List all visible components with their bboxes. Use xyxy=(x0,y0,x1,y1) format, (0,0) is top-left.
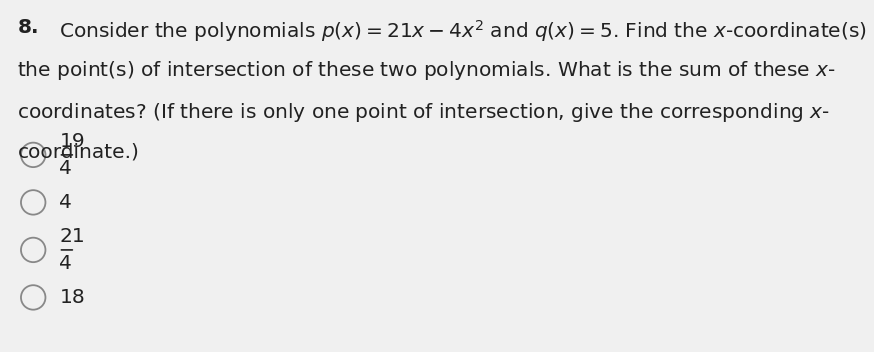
Text: 18: 18 xyxy=(59,288,85,307)
Text: 21: 21 xyxy=(59,227,85,246)
Text: coordinates? (If there is only one point of intersection, give the corresponding: coordinates? (If there is only one point… xyxy=(17,101,830,124)
Text: 4: 4 xyxy=(59,159,73,178)
Text: 8.: 8. xyxy=(17,18,39,37)
Text: 4: 4 xyxy=(59,254,73,273)
Text: coordinate.): coordinate.) xyxy=(17,142,139,161)
Text: 4: 4 xyxy=(59,193,73,212)
Text: Consider the polynomials $p(x) = 21x - 4x^2$ and $q(x) = 5$. Find the $x$-coordi: Consider the polynomials $p(x) = 21x - 4… xyxy=(59,18,874,44)
Text: the point(s) of intersection of these two polynomials. What is the sum of these : the point(s) of intersection of these tw… xyxy=(17,59,836,82)
Text: 19: 19 xyxy=(59,132,85,151)
